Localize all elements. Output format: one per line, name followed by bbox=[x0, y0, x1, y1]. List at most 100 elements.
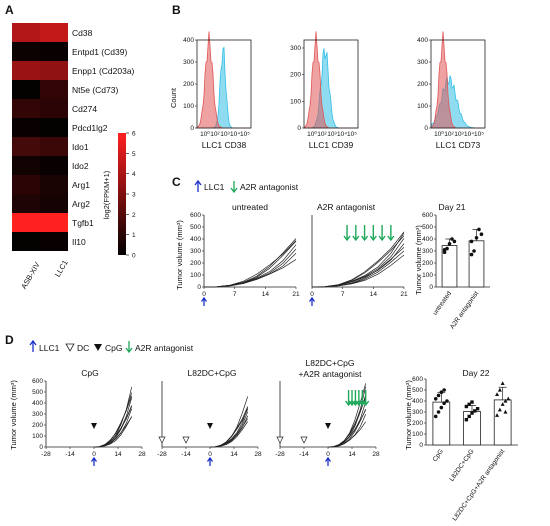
ytick-label: 600 bbox=[190, 212, 201, 219]
ytick-label: 0 bbox=[197, 284, 201, 291]
xtick-label: 14 bbox=[370, 291, 378, 298]
histogram-xtick-label: 10² bbox=[210, 131, 220, 138]
data-point bbox=[436, 393, 441, 398]
a2r-arrow-icon bbox=[343, 225, 351, 242]
llc1-arrow-icon-d bbox=[29, 339, 37, 352]
bar-category-label: A2R antagonist bbox=[449, 290, 480, 331]
growth-curve bbox=[93, 386, 133, 448]
dc-open-triangle-icon bbox=[182, 436, 190, 444]
xtick-label: 0 bbox=[208, 451, 212, 458]
histogram-xlabel: LLC1 CD39 bbox=[309, 140, 354, 150]
xtick-label: 28 bbox=[254, 451, 262, 458]
data-point bbox=[450, 237, 454, 241]
gene-label: Il10 bbox=[72, 237, 86, 247]
gene-label: Enpp1 (Cd203a) bbox=[72, 66, 135, 76]
colorbar-tick-label: 6 bbox=[132, 131, 136, 138]
heatmap-cell bbox=[40, 194, 68, 213]
d-bar-title: Day 22 bbox=[463, 368, 490, 378]
heatmap-cell bbox=[40, 175, 68, 194]
gene-label: Arg2 bbox=[72, 199, 90, 209]
heatmap-cell bbox=[12, 137, 40, 156]
ytick-label: 100 bbox=[32, 433, 43, 440]
histogram-ytick-label: 0 bbox=[190, 125, 194, 132]
gene-label: Nt5e (Cd73) bbox=[72, 85, 118, 95]
histogram-plot: 0 100 200 300 400 10⁰ 10² 10³ 10⁴ 10⁵ LLC1 CD38 bbox=[183, 31, 252, 150]
histogram-xtick-label: 10² bbox=[444, 131, 454, 138]
data-point bbox=[503, 398, 508, 403]
bar-ytick-label: 100 bbox=[422, 272, 433, 279]
xtick-label: 7 bbox=[233, 291, 237, 298]
histogram-xtick-label: 10³ bbox=[220, 131, 230, 138]
llc1-arrow-icon bbox=[200, 296, 208, 306]
bar bbox=[468, 240, 485, 288]
xtick-label: 0 bbox=[92, 451, 96, 458]
bar-ytick-label: 0 bbox=[429, 284, 433, 291]
a2r-arrow-icon-d bbox=[125, 341, 133, 354]
d-title-l82dc: L82DC+CpG bbox=[188, 368, 237, 378]
llc1-arrow-icon bbox=[308, 296, 316, 306]
ytick-label: 100 bbox=[190, 272, 201, 279]
data-point bbox=[500, 381, 505, 385]
bar bbox=[463, 411, 481, 446]
ytick-label: 200 bbox=[32, 422, 43, 429]
growth-plot: 0 7 14 21 0 100 200 300 400 500 600 bbox=[190, 212, 300, 306]
panel-d-growth-curves: -28 -14 0 14 28 0 100 200 300 400 500 600 -28 -14 0 14 2… bbox=[32, 378, 380, 466]
llc1-arrow-icon bbox=[194, 179, 202, 192]
ytick-label: 300 bbox=[32, 411, 43, 418]
ytick-label: 0 bbox=[39, 444, 43, 451]
sample-label-llc1: LLC1 bbox=[53, 259, 70, 279]
bar-category-label: untreated bbox=[432, 290, 454, 317]
heatmap-cell bbox=[12, 194, 40, 213]
xtick-label: 28 bbox=[372, 451, 380, 458]
heatmap-cell bbox=[40, 99, 68, 118]
histogram-ytick-label: 100 bbox=[417, 103, 428, 110]
xtick-label: 28 bbox=[138, 451, 146, 458]
colorbar-tick-label: 1 bbox=[132, 232, 136, 239]
heatmap-cell bbox=[12, 156, 40, 175]
legend-a2r-d: A2R antagonist bbox=[135, 343, 194, 353]
cpg-filled-triangle-icon bbox=[207, 423, 213, 429]
heatmap-cell bbox=[40, 156, 68, 175]
histogram-ytick-label: 300 bbox=[290, 45, 301, 52]
data-point bbox=[464, 404, 469, 409]
data-point bbox=[495, 392, 500, 396]
histogram-ytick-label: 400 bbox=[417, 37, 428, 44]
bar-ytick-label: 600 bbox=[412, 376, 423, 383]
bar-ytick-label: 500 bbox=[422, 224, 433, 231]
c-title-a2r: A2R antagonist bbox=[317, 202, 376, 212]
gene-label: Cd38 bbox=[72, 28, 93, 38]
histogram-ytick-label: 200 bbox=[183, 81, 194, 88]
bar bbox=[493, 399, 512, 446]
ytick-label: 600 bbox=[32, 378, 43, 385]
growth-plot: -28 -14 0 14 28 bbox=[157, 381, 262, 466]
gene-label: Ido2 bbox=[72, 161, 89, 171]
panel-d-legend: LLC1 DC CpG A2R antagonist bbox=[29, 339, 194, 354]
data-point bbox=[439, 390, 444, 395]
c-bar-title: Day 21 bbox=[439, 202, 466, 212]
bar-ytick-label: 400 bbox=[422, 236, 433, 243]
histogram-xtick-label: 10⁵ bbox=[474, 131, 484, 138]
gene-label: Arg1 bbox=[72, 180, 90, 190]
d-ylabel: Tumor volume (mm³) bbox=[9, 380, 18, 450]
xtick-label: 7 bbox=[341, 291, 345, 298]
histogram-ytick-label: 0 bbox=[424, 125, 428, 132]
bar-ytick-label: 300 bbox=[412, 409, 423, 416]
c-bar-ylabel: Tumor volume (mm³) bbox=[414, 225, 423, 295]
cpg-filled-triangle-icon bbox=[325, 423, 331, 429]
llc1-arrow-icon bbox=[324, 456, 332, 466]
histogram-ytick-label: 100 bbox=[290, 98, 301, 105]
a2r-arrow-icon bbox=[361, 225, 369, 242]
histogram-xtick-label: 10⁵ bbox=[240, 131, 250, 138]
data-point bbox=[442, 248, 447, 252]
xtick-label: 0 bbox=[326, 451, 330, 458]
histogram-xtick-label: 10⁰ bbox=[307, 130, 317, 138]
heatmap-cell bbox=[40, 23, 68, 42]
dc-open-triangle-icon bbox=[158, 436, 166, 444]
data-point bbox=[442, 388, 446, 392]
data-point bbox=[433, 414, 438, 419]
data-point bbox=[477, 227, 481, 232]
